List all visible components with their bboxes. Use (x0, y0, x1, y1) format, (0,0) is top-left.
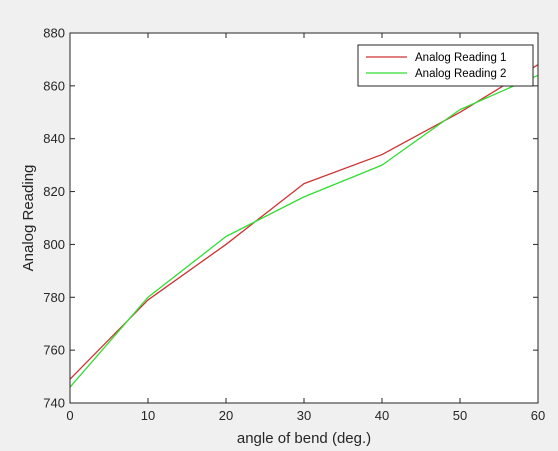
x-tick-label: 50 (453, 408, 467, 423)
series-line-2 (69, 74, 539, 388)
y-tick-label: 880 (43, 26, 65, 41)
legend-entry-series-1: Analog Reading 1 (415, 52, 506, 64)
legend-entry-series-2: Analog Reading 2 (415, 68, 506, 80)
x-axis-label: angle of bend (deg.) (237, 430, 371, 447)
y-axis-ticks: 740 760 780 800 820 840 860 880 (43, 26, 538, 411)
y-tick-label: 740 (43, 396, 65, 411)
legend: Analog Reading 1 Analog Reading 2 (357, 44, 534, 87)
x-tick-label: 30 (297, 408, 311, 423)
y-axis-label: Analog Reading (20, 165, 37, 272)
y-tick-label: 780 (43, 290, 65, 305)
series-layer (69, 64, 539, 388)
x-tick-label: 60 (531, 408, 545, 423)
legend-box (357, 44, 534, 87)
y-tick-label: 800 (43, 237, 65, 252)
y-tick-label: 760 (43, 343, 65, 358)
y-tick-label: 860 (43, 78, 65, 93)
x-tick-label: 40 (375, 408, 389, 423)
y-tick-label: 820 (43, 184, 65, 199)
x-axis-ticks: 0 10 20 30 40 50 60 (66, 33, 545, 423)
y-tick-label: 840 (43, 131, 65, 146)
x-tick-label: 10 (141, 408, 155, 423)
plot-area (70, 33, 538, 403)
x-tick-label: 20 (219, 408, 233, 423)
x-tick-label: 0 (66, 408, 73, 423)
series-line-1 (69, 64, 539, 380)
